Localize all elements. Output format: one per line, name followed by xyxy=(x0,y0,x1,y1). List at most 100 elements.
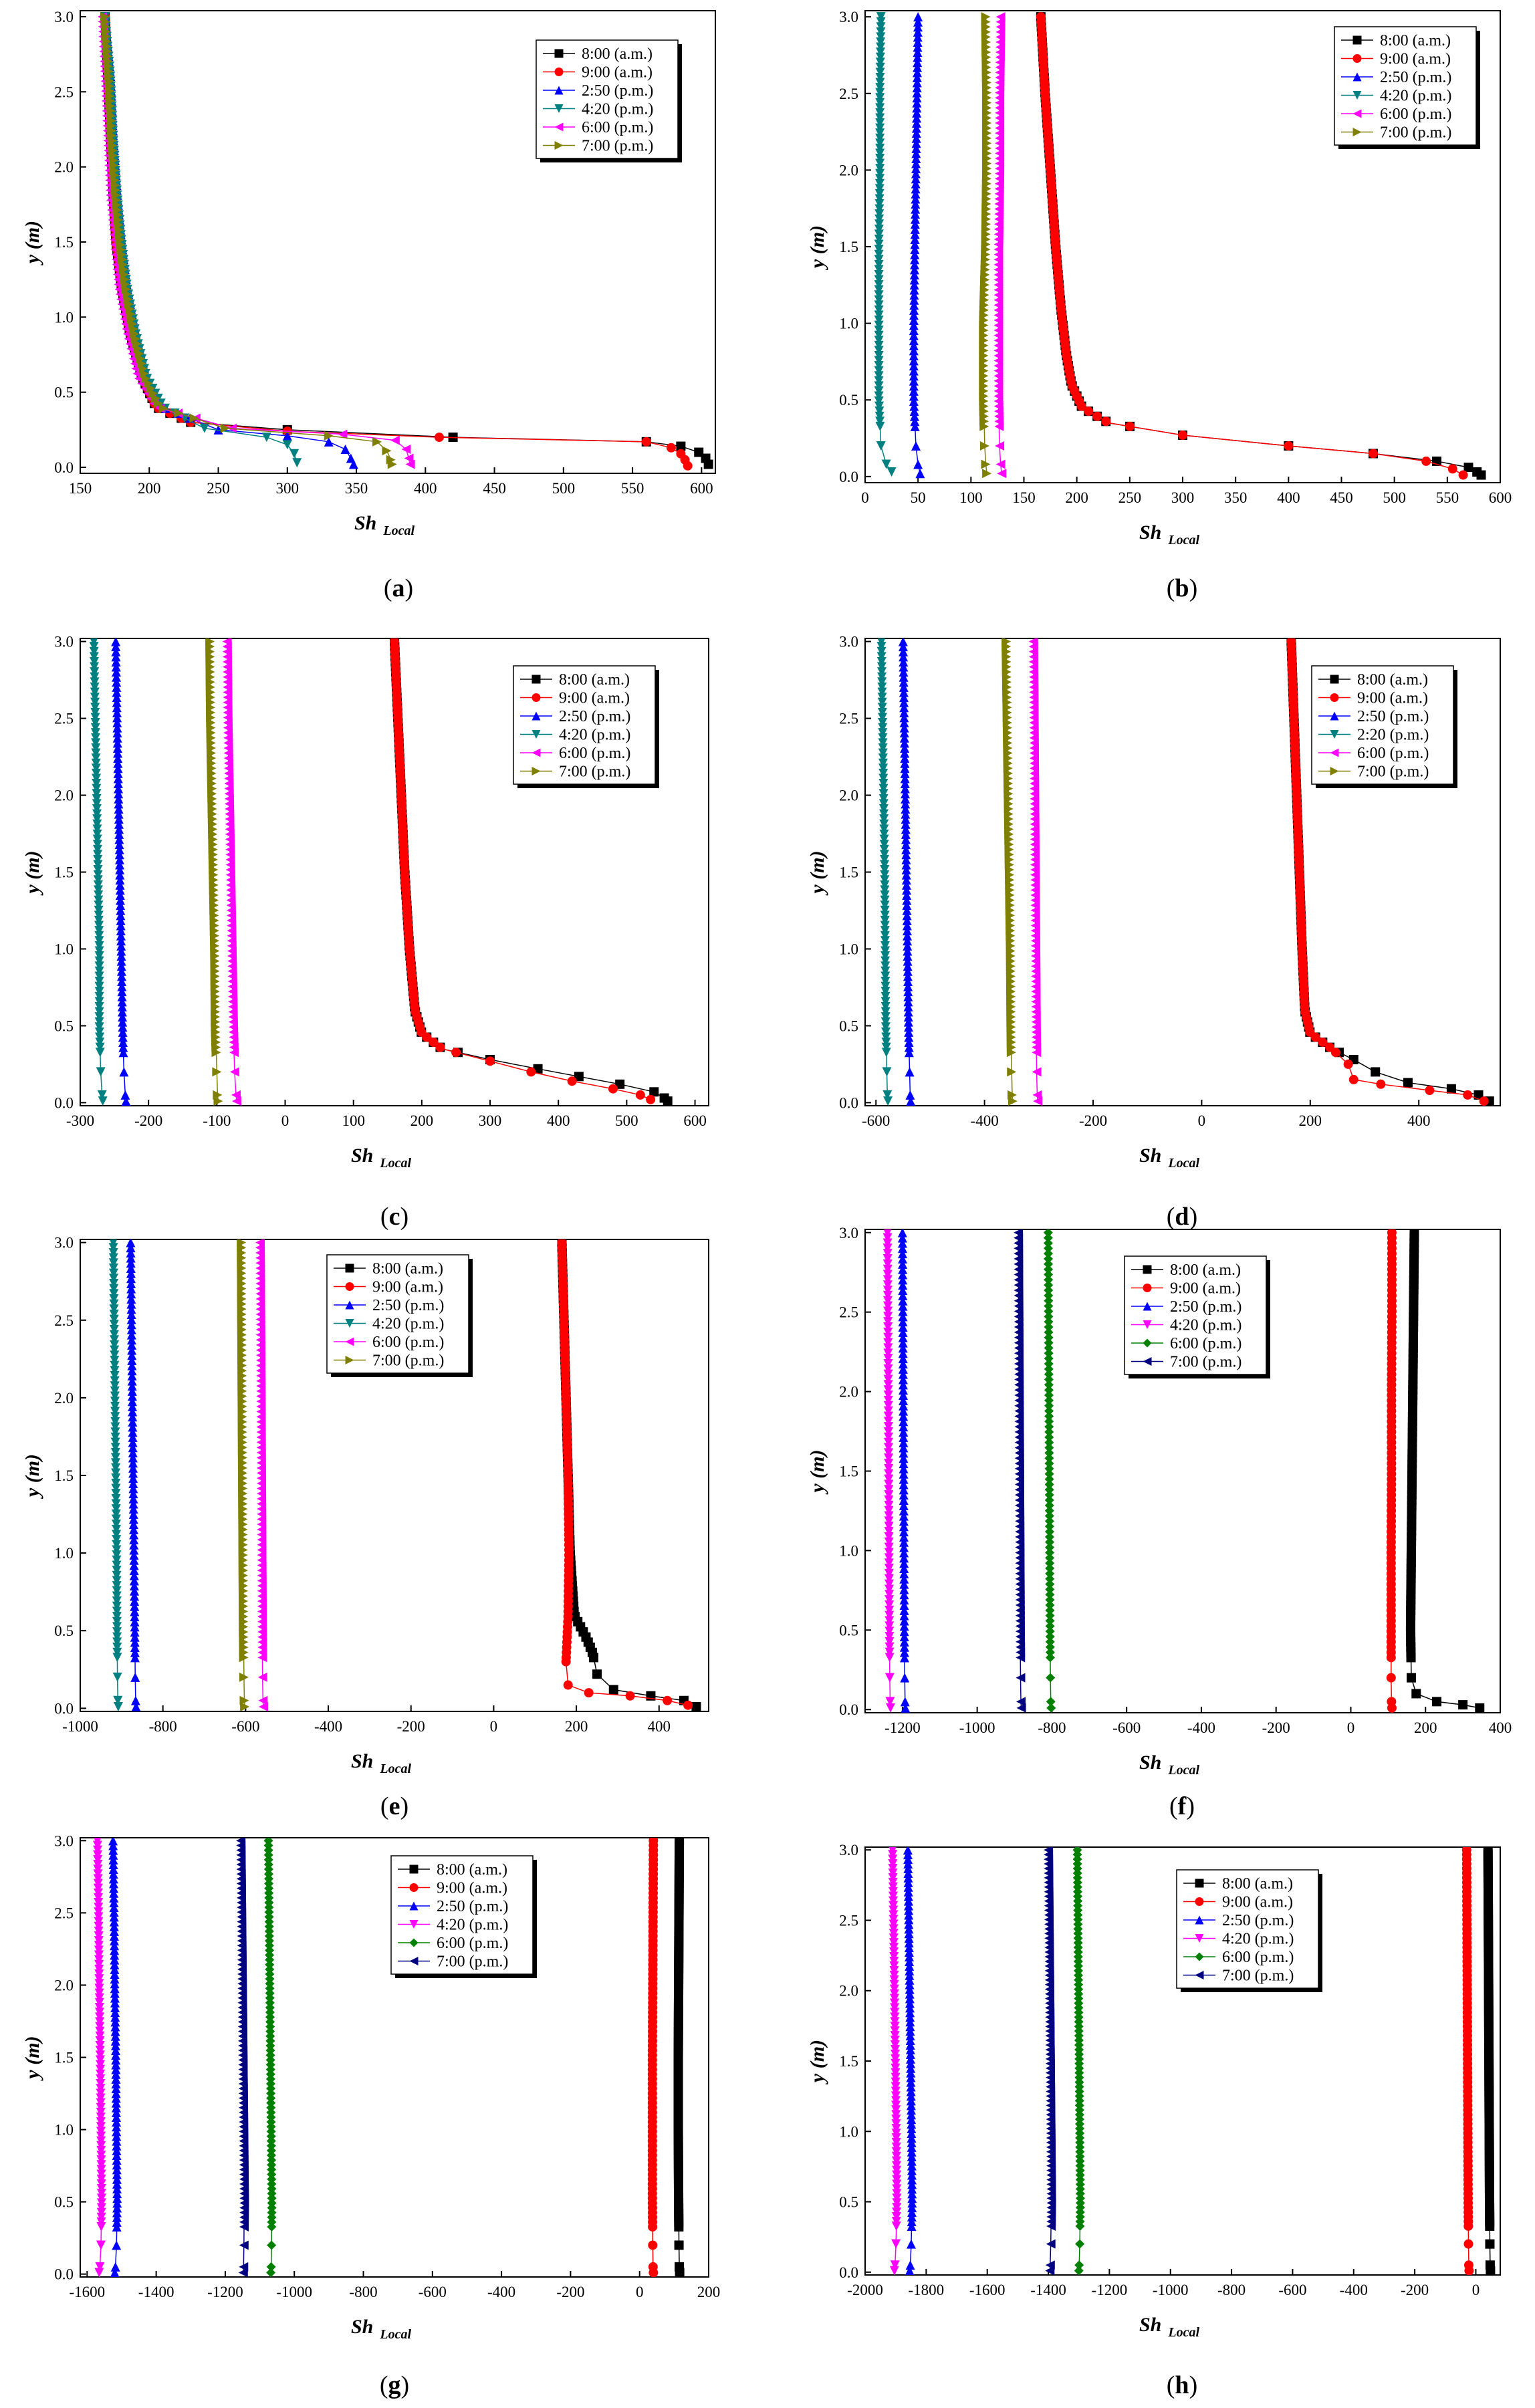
data-point xyxy=(94,936,104,946)
data-point xyxy=(1463,2239,1473,2249)
data-point xyxy=(111,1478,121,1488)
data-point xyxy=(129,1581,139,1591)
data-point xyxy=(878,794,889,804)
legend-box xyxy=(1334,26,1477,146)
data-point xyxy=(875,416,885,427)
data-point xyxy=(1348,1074,1359,1084)
data-point xyxy=(898,1380,908,1390)
data-point xyxy=(110,1458,120,1468)
x-tick-label: 0 xyxy=(1472,2282,1480,2298)
data-point xyxy=(663,1096,673,1106)
data-point xyxy=(111,1509,121,1519)
data-point xyxy=(110,2008,120,2018)
data-point xyxy=(874,209,884,219)
data-point xyxy=(108,1879,118,1889)
data-point xyxy=(913,37,923,47)
data-point xyxy=(110,1955,120,1965)
data-point xyxy=(899,1584,909,1594)
chart-f: -1200 -1000 -800 -600 -400 -200 0 200 4000.00.51… xyxy=(806,1225,1512,1820)
data-point xyxy=(108,1845,118,1855)
data-point xyxy=(899,656,909,667)
data-point xyxy=(899,1548,909,1558)
data-point xyxy=(875,168,885,178)
data-point xyxy=(1045,1653,1055,1663)
data-point xyxy=(110,1437,120,1447)
data-point xyxy=(174,408,184,418)
data-point xyxy=(879,834,889,844)
data-point xyxy=(111,2084,121,2094)
legend: 8:00 (a.m.)9:00 (a.m.)2:50 (p.m.)2:20 (p… xyxy=(1311,665,1457,788)
data-point xyxy=(265,2022,275,2032)
panel-caption: (c) xyxy=(380,1203,408,1231)
data-point xyxy=(257,1672,267,1682)
data-point xyxy=(110,1417,120,1427)
data-point xyxy=(114,809,124,819)
data-point xyxy=(1044,1275,1054,1285)
y-tick-label: 0.5 xyxy=(839,2194,858,2211)
data-point xyxy=(112,1586,122,1596)
data-point xyxy=(875,103,885,113)
data-point xyxy=(903,956,913,966)
data-point xyxy=(112,2240,122,2250)
data-point xyxy=(909,300,919,310)
data-point xyxy=(258,1702,268,1711)
data-point xyxy=(121,1096,131,1106)
data-point xyxy=(110,1964,120,1974)
data-point xyxy=(884,1574,894,1584)
data-point xyxy=(910,239,920,249)
data-point xyxy=(898,1369,908,1379)
data-point xyxy=(112,2117,122,2127)
legend-label: 4:20 (p.m.) xyxy=(1170,1317,1242,1334)
data-point xyxy=(109,1274,119,1284)
data-point xyxy=(878,753,888,763)
legend-label: 2:50 (p.m.) xyxy=(559,708,630,725)
data-point xyxy=(880,987,891,997)
data-point xyxy=(94,1001,104,1011)
data-point xyxy=(92,844,102,854)
y-tick-label: 1.5 xyxy=(54,1467,74,1484)
data-point xyxy=(898,1301,908,1311)
data-point xyxy=(884,1579,895,1589)
data-point xyxy=(96,2107,106,2117)
data-point xyxy=(906,2058,916,2068)
data-point xyxy=(907,2161,917,2171)
data-point xyxy=(876,27,886,37)
data-point xyxy=(265,2079,275,2089)
data-point xyxy=(94,1917,104,1927)
data-point xyxy=(883,1322,893,1332)
data-point xyxy=(108,1874,118,1884)
data-point xyxy=(96,2069,106,2079)
chart-g: -1600 -1400 -1200 -1000 -800 -600 -400 -200 0 200… xyxy=(21,1832,720,2399)
data-point xyxy=(884,1627,895,1637)
panel-caption: (e) xyxy=(380,1792,408,1820)
x-tick-label: -600 xyxy=(231,1718,259,1735)
data-point xyxy=(1044,1511,1054,1521)
data-point xyxy=(90,718,100,728)
x-tick-label: -200 xyxy=(134,1112,162,1129)
data-point xyxy=(898,1385,908,1395)
data-point xyxy=(111,2093,121,2103)
data-point xyxy=(899,1422,909,1432)
data-point xyxy=(112,1627,122,1637)
series-layer xyxy=(89,638,673,1106)
legend-label: 2:50 (p.m.) xyxy=(372,1297,444,1314)
data-point xyxy=(561,1657,571,1667)
data-point xyxy=(886,1703,895,1713)
data-point xyxy=(877,687,887,697)
data-point xyxy=(880,971,891,981)
y-tick-label: 0.5 xyxy=(54,1622,74,1639)
data-point xyxy=(128,1468,138,1478)
data-point xyxy=(683,461,693,471)
data-point xyxy=(901,834,911,844)
data-point xyxy=(907,2137,917,2147)
data-point xyxy=(588,1653,598,1663)
data-point xyxy=(91,768,101,778)
data-point xyxy=(1044,1453,1054,1463)
data-point xyxy=(911,148,921,158)
data-point xyxy=(874,189,884,199)
data-point xyxy=(267,2240,277,2250)
data-point xyxy=(899,1459,909,1469)
data-point xyxy=(878,768,889,778)
data-point xyxy=(907,2203,917,2213)
data-point xyxy=(130,1591,140,1601)
